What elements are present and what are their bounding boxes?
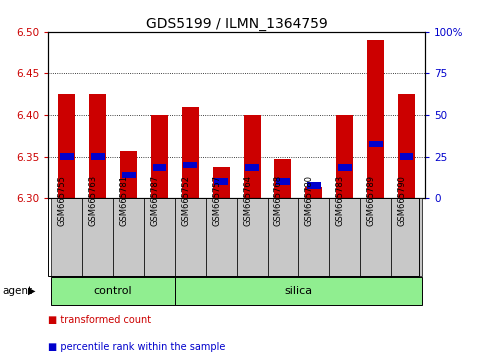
Bar <box>175 277 422 305</box>
Text: ■ percentile rank within the sample: ■ percentile rank within the sample <box>48 342 226 352</box>
Text: silica: silica <box>284 286 313 296</box>
Text: ▶: ▶ <box>28 286 36 296</box>
Text: GSM665783: GSM665783 <box>336 175 345 226</box>
Bar <box>82 198 113 276</box>
Bar <box>206 198 237 276</box>
Bar <box>307 182 321 189</box>
Bar <box>144 198 175 276</box>
Bar <box>398 94 415 198</box>
Bar <box>360 198 391 276</box>
Text: GSM665781: GSM665781 <box>120 175 128 226</box>
Bar <box>399 153 413 160</box>
Text: control: control <box>94 286 132 296</box>
Bar <box>305 187 322 198</box>
Bar <box>245 164 259 171</box>
Text: GSM665764: GSM665764 <box>243 175 252 226</box>
Text: GSM665790: GSM665790 <box>398 175 407 226</box>
Bar <box>274 159 291 198</box>
Bar <box>122 172 136 178</box>
Bar <box>113 198 144 276</box>
Text: agent: agent <box>2 286 32 296</box>
Text: GSM665752: GSM665752 <box>181 175 190 226</box>
Bar <box>391 198 422 276</box>
Text: ■ transformed count: ■ transformed count <box>48 315 152 325</box>
Bar <box>369 141 383 148</box>
Bar <box>51 198 82 276</box>
Title: GDS5199 / ILMN_1364759: GDS5199 / ILMN_1364759 <box>146 17 327 31</box>
Bar <box>89 94 106 198</box>
Bar <box>243 115 261 198</box>
Bar <box>298 198 329 276</box>
Text: GSM665768: GSM665768 <box>274 175 283 226</box>
Bar <box>60 153 74 160</box>
Text: GSM665763: GSM665763 <box>89 175 98 226</box>
Text: GSM665757: GSM665757 <box>212 175 221 226</box>
Bar <box>268 198 298 276</box>
Bar <box>213 167 230 198</box>
Bar <box>184 162 197 168</box>
Bar <box>58 94 75 198</box>
Text: GSM665755: GSM665755 <box>58 175 67 226</box>
Bar <box>367 40 384 198</box>
Bar <box>329 198 360 276</box>
Bar <box>338 164 352 171</box>
Text: GSM665789: GSM665789 <box>367 175 376 226</box>
Bar <box>51 277 175 305</box>
Bar <box>153 164 167 171</box>
Bar <box>91 153 105 160</box>
Bar <box>120 151 137 198</box>
Bar <box>214 178 228 185</box>
Bar <box>182 107 199 198</box>
Text: GSM665780: GSM665780 <box>305 175 314 226</box>
Bar <box>237 198 268 276</box>
Bar <box>175 198 206 276</box>
Bar <box>276 178 290 185</box>
Bar <box>151 115 168 198</box>
Text: GSM665787: GSM665787 <box>151 175 159 226</box>
Bar <box>336 115 353 198</box>
